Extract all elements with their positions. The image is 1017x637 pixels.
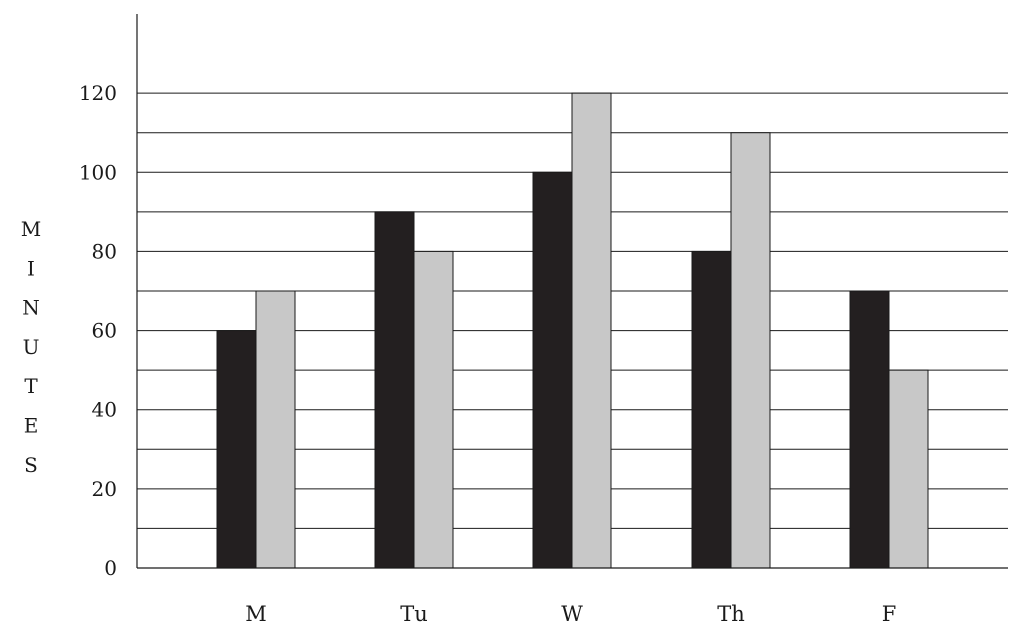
- y-tick-label: 80: [92, 239, 117, 263]
- y-axis-label-letter: I: [27, 256, 35, 280]
- x-category-label: Th: [717, 602, 745, 626]
- y-tick-label: 120: [79, 81, 117, 105]
- y-tick-label: 100: [79, 160, 117, 184]
- y-axis-label-letter: T: [24, 374, 38, 398]
- y-tick-labels: 0 20 40 60 80 100 120: [79, 81, 117, 580]
- y-axis-label-letter: S: [24, 453, 38, 477]
- x-category-label: Tu: [400, 602, 428, 626]
- y-tick-label: 0: [104, 556, 117, 580]
- bar-th-series-1: [691, 250, 732, 569]
- y-axis-label-letter: E: [24, 414, 39, 438]
- bar-m-series-2: [255, 290, 296, 569]
- bar-tu-series-1: [374, 211, 415, 569]
- y-axis-label-letter: N: [22, 296, 40, 320]
- y-axis-label-letter: U: [23, 335, 40, 359]
- bar-f-series-2: [888, 369, 929, 569]
- bar-w-series-1: [532, 171, 573, 569]
- bar-w-series-2: [571, 92, 612, 569]
- x-category-labels: M Tu W Th F: [245, 602, 896, 626]
- bar-f-series-1: [849, 290, 890, 569]
- x-category-label: M: [245, 602, 267, 626]
- bars: [216, 92, 929, 569]
- bar-tu-series-2: [413, 250, 454, 569]
- y-tick-label: 40: [92, 398, 117, 422]
- x-category-label: F: [882, 602, 897, 626]
- y-tick-label: 20: [92, 477, 117, 501]
- x-category-label: W: [561, 602, 583, 626]
- y-tick-label: 60: [92, 319, 117, 343]
- bar-th-series-2: [730, 132, 771, 569]
- bar-m-series-1: [216, 330, 257, 569]
- y-axis-label-letter: M: [21, 217, 41, 241]
